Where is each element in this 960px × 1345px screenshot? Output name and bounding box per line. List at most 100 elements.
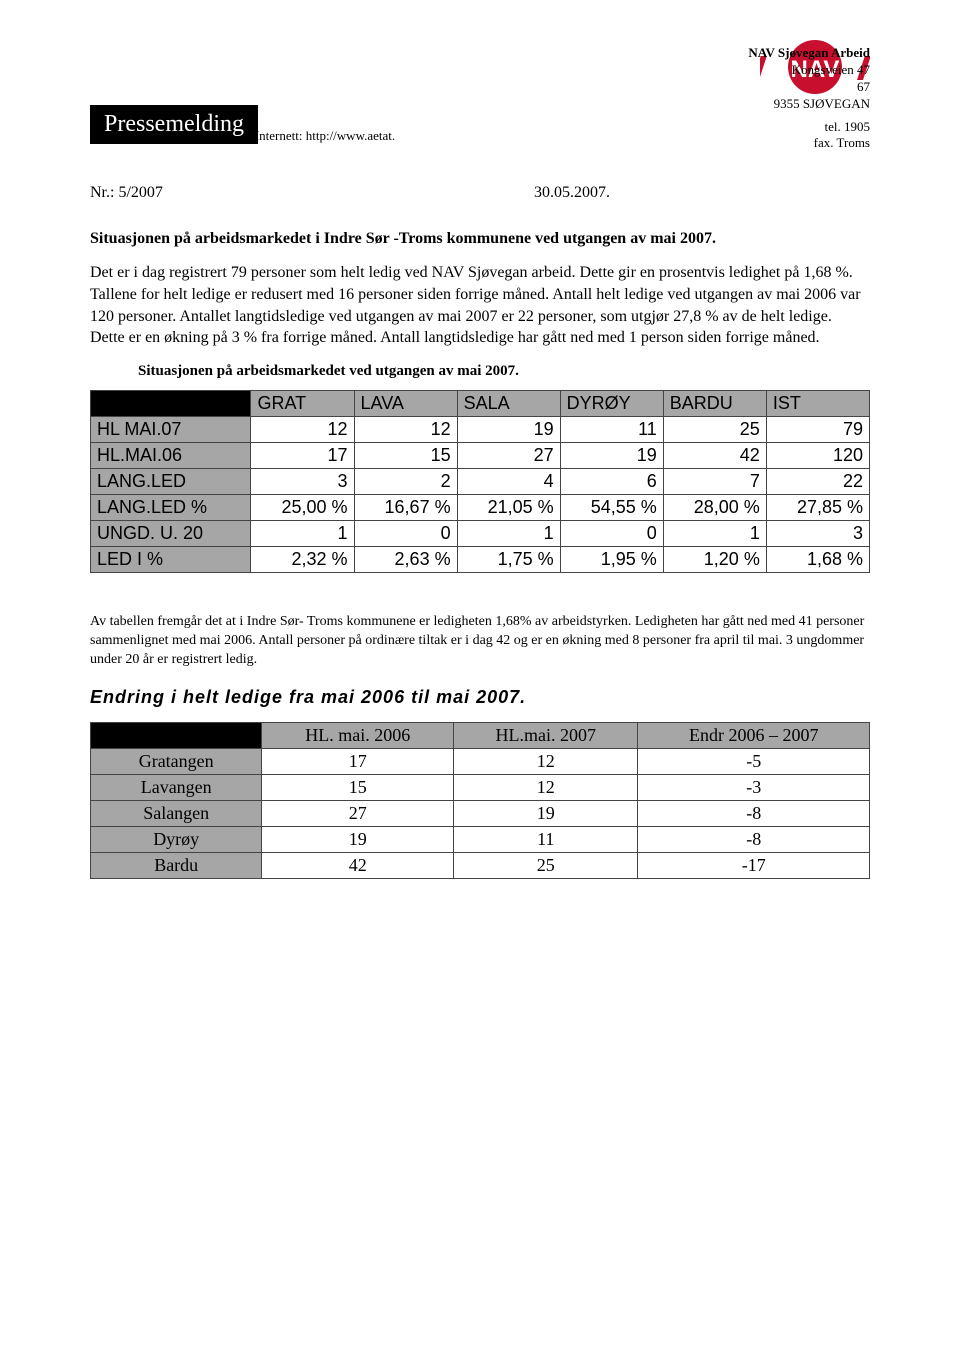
- cell: 21,05 %: [457, 494, 560, 520]
- table-corner: [91, 723, 262, 749]
- row-label: HL.MAI.06: [91, 442, 251, 468]
- cell: 1,95 %: [560, 546, 663, 572]
- cell: 16,67 %: [354, 494, 457, 520]
- cell: -8: [638, 801, 870, 827]
- cell: 0: [560, 520, 663, 546]
- doc-number: Nr.: 5/2007: [90, 184, 163, 202]
- cell: 2,32 %: [251, 546, 354, 572]
- cell: 42: [262, 853, 454, 879]
- row-label: LANG.LED: [91, 468, 251, 494]
- cell: 17: [262, 749, 454, 775]
- cell: -17: [638, 853, 870, 879]
- cell: 42: [663, 442, 766, 468]
- cell: 19: [454, 801, 638, 827]
- cell: 1: [457, 520, 560, 546]
- col-header: IST: [766, 390, 869, 416]
- org-name: NAV Sjøvegan Arbeid: [748, 45, 870, 62]
- row-label: Salangen: [91, 801, 262, 827]
- table-row: LANG.LED 3 2 4 6 7 22: [91, 468, 870, 494]
- address-block: NAV Sjøvegan Arbeid Kongsveien 47 67 935…: [748, 45, 870, 152]
- col-header: LAVA: [354, 390, 457, 416]
- cell: 27: [262, 801, 454, 827]
- row-label: HL MAI.07: [91, 416, 251, 442]
- table-row: Bardu 42 25 -17: [91, 853, 870, 879]
- table-row: Gratangen 17 12 -5: [91, 749, 870, 775]
- cell: -3: [638, 775, 870, 801]
- cell: 12: [454, 749, 638, 775]
- cell: -5: [638, 749, 870, 775]
- cell: 3: [766, 520, 869, 546]
- row-label: LED I %: [91, 546, 251, 572]
- cell: 11: [560, 416, 663, 442]
- col-header: HL. mai. 2006: [262, 723, 454, 749]
- press-label: Pressemelding: [90, 105, 258, 144]
- cell: 25: [454, 853, 638, 879]
- internett-line: Internett: http://www.aetat.: [255, 128, 395, 144]
- tel: tel. 1905: [748, 119, 870, 136]
- col-header: GRAT: [251, 390, 354, 416]
- table-row: UNGD. U. 20 1 0 1 0 1 3: [91, 520, 870, 546]
- doc-date: 30.05.2007.: [534, 184, 610, 202]
- change-table: HL. mai. 2006 HL.mai. 2007 Endr 2006 – 2…: [90, 722, 870, 879]
- meta-row: Nr.: 5/2007 30.05.2007.: [90, 184, 870, 202]
- cell: 27,85 %: [766, 494, 869, 520]
- cell: 79: [766, 416, 869, 442]
- row-label: UNGD. U. 20: [91, 520, 251, 546]
- address-line-2: 67: [748, 79, 870, 96]
- change-heading: Endring i helt ledige fra mai 2006 til m…: [90, 687, 870, 708]
- cell: 25,00 %: [251, 494, 354, 520]
- fax: fax. Troms: [748, 135, 870, 152]
- press-meta-block: Pressemelding NAV Sjøvegan Arbeid Kongsv…: [90, 105, 870, 144]
- cell: 17: [251, 442, 354, 468]
- cell: 19: [262, 827, 454, 853]
- table-row: LANG.LED % 25,00 % 16,67 % 21,05 % 54,55…: [91, 494, 870, 520]
- table-header-row: HL. mai. 2006 HL.mai. 2007 Endr 2006 – 2…: [91, 723, 870, 749]
- cell: 2,63 %: [354, 546, 457, 572]
- cell: 28,00 %: [663, 494, 766, 520]
- col-header: SALA: [457, 390, 560, 416]
- table-row: LED I % 2,32 % 2,63 % 1,75 % 1,95 % 1,20…: [91, 546, 870, 572]
- cell: 25: [663, 416, 766, 442]
- cell: 1: [663, 520, 766, 546]
- col-header: BARDU: [663, 390, 766, 416]
- table-row: Lavangen 15 12 -3: [91, 775, 870, 801]
- col-header: Endr 2006 – 2007: [638, 723, 870, 749]
- subject-line: Situasjonen på arbeidsmarkedet i Indre S…: [90, 230, 870, 248]
- cell: 12: [251, 416, 354, 442]
- cell: 7: [663, 468, 766, 494]
- table-row: Dyrøy 19 11 -8: [91, 827, 870, 853]
- cell: 12: [354, 416, 457, 442]
- cell: 1,75 %: [457, 546, 560, 572]
- row-label: Dyrøy: [91, 827, 262, 853]
- table-corner: [91, 390, 251, 416]
- cell: 6: [560, 468, 663, 494]
- cell: 54,55 %: [560, 494, 663, 520]
- col-header: HL.mai. 2007: [454, 723, 638, 749]
- cell: 22: [766, 468, 869, 494]
- row-label: Lavangen: [91, 775, 262, 801]
- cell: 19: [560, 442, 663, 468]
- table-row: HL.MAI.06 17 15 27 19 42 120: [91, 442, 870, 468]
- cell: 11: [454, 827, 638, 853]
- address-line-1: Kongsveien 47: [748, 62, 870, 79]
- row-label: Gratangen: [91, 749, 262, 775]
- cell: 12: [454, 775, 638, 801]
- row-label: Bardu: [91, 853, 262, 879]
- body-paragraph: Det er i dag registrert 79 personer som …: [90, 262, 870, 348]
- cell: 27: [457, 442, 560, 468]
- table-row: HL MAI.07 12 12 19 11 25 79: [91, 416, 870, 442]
- situation-table: GRAT LAVA SALA DYRØY BARDU IST HL MAI.07…: [90, 390, 870, 573]
- cell: 0: [354, 520, 457, 546]
- cell: 15: [354, 442, 457, 468]
- table-header-row: GRAT LAVA SALA DYRØY BARDU IST: [91, 390, 870, 416]
- cell: 120: [766, 442, 869, 468]
- cell: 1,20 %: [663, 546, 766, 572]
- cell: 3: [251, 468, 354, 494]
- cell: 19: [457, 416, 560, 442]
- table-intro: Situasjonen på arbeidsmarkedet ved utgan…: [138, 363, 870, 380]
- cell: 1,68 %: [766, 546, 869, 572]
- cell: 2: [354, 468, 457, 494]
- row-label: LANG.LED %: [91, 494, 251, 520]
- cell: 4: [457, 468, 560, 494]
- cell: 15: [262, 775, 454, 801]
